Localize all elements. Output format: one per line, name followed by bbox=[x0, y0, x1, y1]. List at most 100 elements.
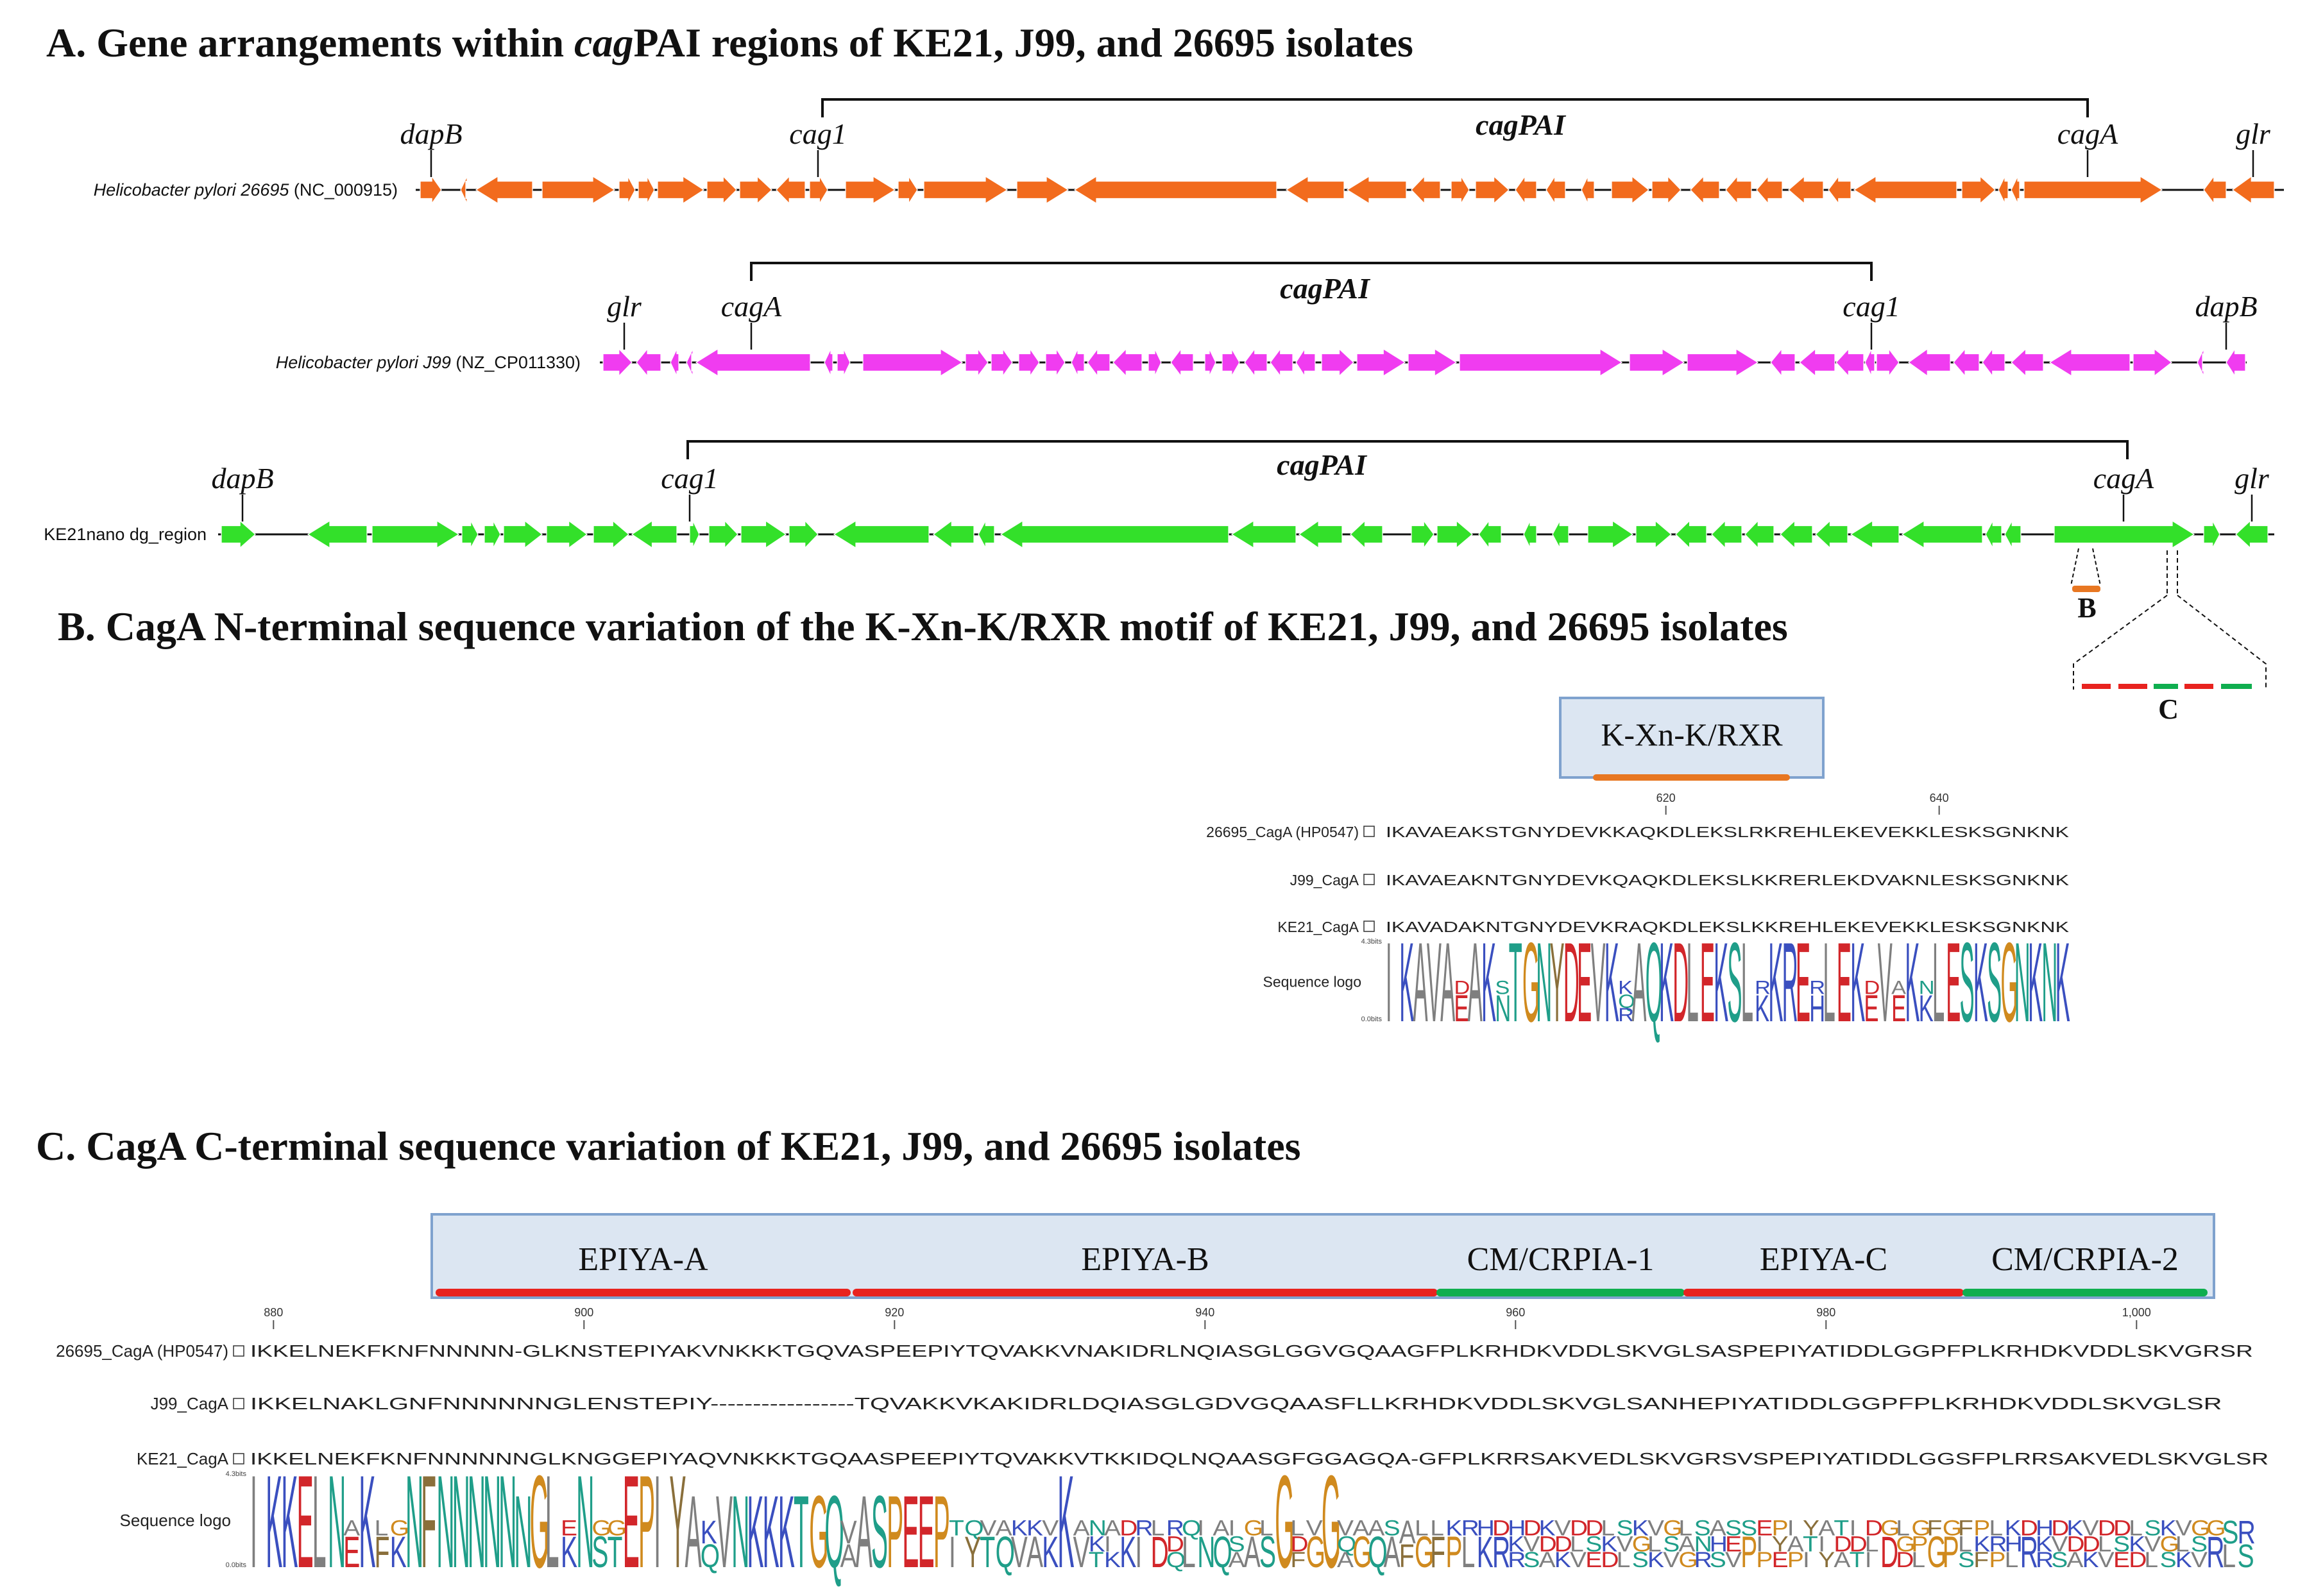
gene-arrow[interactable] bbox=[1350, 520, 1383, 549]
gene-arrow[interactable] bbox=[1587, 520, 1634, 549]
gene-arrow[interactable] bbox=[978, 520, 995, 548]
gene-arrow[interactable] bbox=[2226, 347, 2246, 378]
gene-arrow[interactable] bbox=[1864, 348, 1875, 377]
gene-arrow[interactable] bbox=[1953, 348, 1980, 377]
gene-arrow[interactable] bbox=[1835, 348, 1864, 377]
gene-arrow[interactable] bbox=[221, 520, 256, 549]
gene-arrow[interactable] bbox=[1459, 348, 1623, 377]
gene-arrow[interactable] bbox=[1016, 175, 1069, 205]
gene-arrow[interactable] bbox=[1799, 348, 1835, 377]
gene-arrow[interactable] bbox=[1073, 175, 1277, 205]
gene-arrow[interactable] bbox=[1244, 348, 1268, 377]
gene-arrow[interactable] bbox=[1725, 175, 1752, 205]
gene-arrow[interactable] bbox=[1230, 520, 1297, 549]
gene-arrow[interactable] bbox=[371, 520, 460, 549]
gene-arrow[interactable] bbox=[708, 520, 738, 549]
gene-arrow[interactable] bbox=[1853, 175, 1957, 205]
row-checkbox[interactable] bbox=[1363, 921, 1375, 932]
gene-arrow[interactable] bbox=[2203, 520, 2220, 548]
gene-arrow[interactable] bbox=[1651, 175, 1681, 205]
gene-arrow[interactable] bbox=[1552, 520, 1569, 548]
gene-arrow[interactable] bbox=[1744, 520, 1775, 549]
gene-arrow[interactable] bbox=[1071, 348, 1085, 377]
gene-arrow[interactable] bbox=[809, 174, 828, 205]
gene-arrow[interactable] bbox=[1112, 348, 1143, 377]
gene-arrow[interactable] bbox=[2004, 520, 2022, 548]
gene-arrow[interactable] bbox=[1515, 175, 1537, 205]
gene-arrow[interactable] bbox=[1000, 520, 1229, 549]
gene-arrow[interactable] bbox=[1295, 347, 1316, 378]
gene-arrow[interactable] bbox=[420, 175, 442, 205]
gene-arrow[interactable] bbox=[1611, 175, 1649, 205]
gene-arrow[interactable] bbox=[1675, 520, 1707, 549]
gene-arrow[interactable] bbox=[1788, 175, 1824, 205]
gene-arrow[interactable] bbox=[1901, 520, 1983, 549]
gene-arrow[interactable] bbox=[1780, 520, 1813, 549]
gene-arrow[interactable] bbox=[845, 175, 896, 205]
gene-arrow[interactable] bbox=[1411, 175, 1441, 205]
gene-arrow[interactable] bbox=[307, 520, 368, 549]
gene-arrow[interactable] bbox=[2203, 175, 2227, 205]
gene-arrow[interactable] bbox=[1690, 175, 1720, 205]
gene-arrow[interactable] bbox=[2011, 176, 2020, 204]
gene-arrow[interactable] bbox=[1907, 348, 1951, 377]
gene-arrow[interactable] bbox=[460, 176, 468, 204]
gene-arrow[interactable] bbox=[1270, 348, 1293, 377]
gene-arrow[interactable] bbox=[833, 520, 930, 549]
gene-arrow[interactable] bbox=[631, 520, 677, 549]
gene-arrow[interactable] bbox=[2048, 348, 2131, 377]
gene-arrow[interactable] bbox=[2197, 348, 2204, 377]
gene-arrow[interactable] bbox=[1756, 175, 1783, 205]
gene-arrow[interactable] bbox=[1711, 520, 1742, 549]
gene-arrow[interactable] bbox=[1850, 520, 1900, 549]
gene-arrow[interactable] bbox=[932, 520, 975, 549]
gene-arrow[interactable] bbox=[2023, 175, 2163, 205]
gene-arrow[interactable] bbox=[1045, 347, 1066, 378]
gene-arrow[interactable] bbox=[1285, 175, 1345, 205]
gene-arrow[interactable] bbox=[837, 348, 851, 377]
row-checkbox[interactable] bbox=[1363, 874, 1375, 885]
gene-arrow[interactable] bbox=[1475, 175, 1510, 205]
gene-arrow[interactable] bbox=[740, 520, 787, 549]
gene-arrow[interactable] bbox=[2132, 348, 2172, 377]
row-checkbox[interactable] bbox=[1363, 826, 1375, 837]
gene-arrow[interactable] bbox=[1204, 348, 1216, 377]
gene-arrow[interactable] bbox=[1581, 176, 1595, 204]
gene-arrow[interactable] bbox=[2011, 348, 2044, 377]
gene-arrow[interactable] bbox=[475, 175, 533, 205]
gene-arrow[interactable] bbox=[706, 175, 737, 205]
gene-arrow[interactable] bbox=[1687, 348, 1759, 377]
gene-arrow[interactable] bbox=[484, 520, 501, 548]
gene-arrow[interactable] bbox=[503, 520, 543, 549]
gene-arrow[interactable] bbox=[824, 348, 833, 377]
gene-arrow[interactable] bbox=[1635, 520, 1672, 549]
gene-arrow[interactable] bbox=[965, 348, 989, 377]
gene-arrow[interactable] bbox=[1961, 175, 1996, 205]
gene-arrow[interactable] bbox=[593, 520, 629, 549]
gene-arrow[interactable] bbox=[1523, 520, 1537, 548]
gene-arrow[interactable] bbox=[1815, 520, 1848, 549]
gene-arrow[interactable] bbox=[1629, 348, 1685, 377]
gene-arrow[interactable] bbox=[1451, 174, 1470, 205]
gene-arrow[interactable] bbox=[898, 174, 918, 205]
gene-arrow[interactable] bbox=[776, 175, 806, 205]
gene-arrow[interactable] bbox=[1770, 348, 1796, 377]
row-checkbox[interactable] bbox=[233, 1345, 244, 1357]
gene-arrow[interactable] bbox=[670, 348, 679, 377]
row-checkbox[interactable] bbox=[233, 1398, 244, 1409]
gene-arrow[interactable] bbox=[1876, 348, 1900, 377]
row-checkbox[interactable] bbox=[233, 1453, 244, 1464]
gene-arrow[interactable] bbox=[1998, 176, 2009, 204]
gene-arrow[interactable] bbox=[923, 175, 1009, 205]
gene-arrow[interactable] bbox=[546, 520, 588, 549]
gene-arrow[interactable] bbox=[541, 175, 616, 205]
gene-arrow[interactable] bbox=[602, 348, 633, 377]
gene-arrow[interactable] bbox=[1018, 348, 1040, 377]
gene-arrow[interactable] bbox=[1222, 347, 1240, 378]
gene-arrow[interactable] bbox=[618, 176, 636, 204]
gene-arrow[interactable] bbox=[638, 176, 655, 204]
gene-arrow[interactable] bbox=[1321, 348, 1354, 377]
gene-arrow[interactable] bbox=[1298, 520, 1343, 549]
gene-arrow[interactable] bbox=[1346, 175, 1407, 205]
gene-arrow[interactable] bbox=[461, 520, 479, 548]
